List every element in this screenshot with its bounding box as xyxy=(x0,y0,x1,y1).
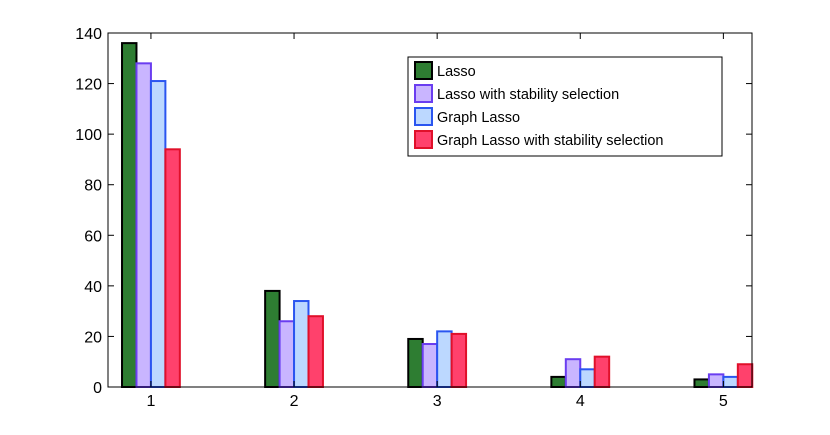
legend: Lasso Lasso with stability selection Graph… xyxy=(407,56,723,157)
bar xyxy=(693,378,710,389)
legend-swatch xyxy=(414,130,433,149)
y-tick-label: 60 xyxy=(84,228,102,245)
y-tick-label: 40 xyxy=(84,279,102,296)
y-tick-label: 100 xyxy=(75,127,102,144)
bar xyxy=(593,355,611,389)
plot-frame xyxy=(107,32,753,388)
y-tick-label: 20 xyxy=(84,329,102,346)
legend-swatch xyxy=(414,61,433,80)
x-tick-label: 1 xyxy=(146,393,155,410)
x-tick-label: 5 xyxy=(719,393,728,410)
legend-swatch xyxy=(414,107,433,126)
y-tick-label: 80 xyxy=(84,178,102,195)
bar xyxy=(550,375,567,389)
legend-label: Graph Lasso xyxy=(437,110,520,126)
bar xyxy=(707,373,725,388)
bar xyxy=(736,363,754,388)
y-tick-labels: 0 20 40 60 80 100 120 140 xyxy=(75,26,102,397)
bar xyxy=(293,300,310,388)
legend-label: Lasso with stability selection xyxy=(437,87,619,103)
y-tick-label: 0 xyxy=(93,380,102,397)
bar xyxy=(164,148,181,388)
bar xyxy=(407,337,424,388)
legend-label: Lasso xyxy=(437,64,476,80)
legend-label: Graph Lasso with stability selection xyxy=(437,133,663,149)
x-tick-label: 4 xyxy=(576,393,585,410)
x-tick-label: 2 xyxy=(290,393,299,410)
bar xyxy=(579,368,596,388)
bars-layer xyxy=(121,42,754,389)
bar xyxy=(436,330,453,388)
bar xyxy=(307,315,324,389)
legend-swatch xyxy=(414,84,433,103)
bar xyxy=(421,343,439,389)
axis-ticks xyxy=(108,32,752,388)
y-tick-label: 120 xyxy=(75,77,102,94)
bar xyxy=(264,289,281,388)
bar xyxy=(278,320,296,389)
bar xyxy=(450,332,468,388)
legend-box xyxy=(407,56,723,157)
bar xyxy=(564,358,582,389)
y-tick-label: 140 xyxy=(75,26,102,43)
bar xyxy=(121,42,138,389)
x-tick-label: 3 xyxy=(433,393,442,410)
bar xyxy=(149,80,167,388)
bar xyxy=(135,62,152,389)
x-tick-labels: 1 2 3 4 5 xyxy=(146,393,727,410)
bar xyxy=(722,375,739,389)
